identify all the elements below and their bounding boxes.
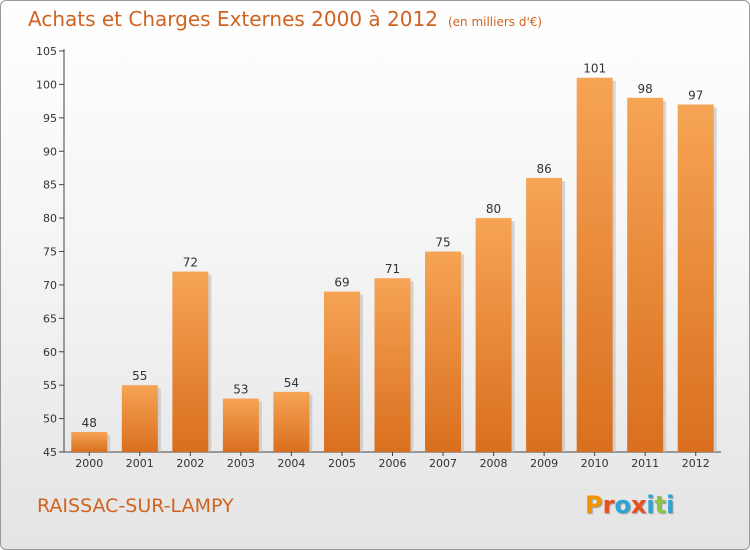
data-label: 69 (334, 276, 349, 290)
logo-letter: t (654, 491, 667, 519)
x-tick-label: 2010 (581, 457, 609, 470)
y-tick-label: 105 (36, 45, 57, 58)
x-tick-label: 2012 (682, 457, 710, 470)
bar-2007[interactable] (425, 251, 462, 453)
data-label: 72 (183, 256, 198, 270)
data-label: 54 (284, 376, 299, 390)
x-tick-label: 2008 (480, 457, 508, 470)
data-label: 71 (385, 262, 400, 276)
x-tick-label: 2006 (379, 457, 407, 470)
commune-name: RAISSAC-SUR-LAMPY (37, 495, 234, 517)
data-label: 101 (583, 62, 606, 76)
x-tick-label: 2011 (631, 457, 659, 470)
data-label: 55 (132, 369, 147, 383)
data-label: 80 (486, 202, 501, 216)
y-tick-label: 60 (43, 346, 57, 359)
logo-letter: P (585, 491, 603, 519)
chart-title-text: Achats et Charges Externes 2000 à 2012 (28, 7, 438, 31)
y-tick-label: 90 (43, 145, 57, 158)
y-tick-label: 100 (36, 78, 57, 91)
y-tick-label: 55 (43, 379, 57, 392)
logo-letter: i (646, 491, 655, 519)
data-label: 86 (536, 162, 551, 176)
logo-letter: i (666, 491, 675, 519)
bar-2011[interactable] (627, 97, 664, 453)
bar-2005[interactable] (323, 291, 360, 452)
bar-2002[interactable] (172, 271, 209, 452)
y-tick-label: 80 (43, 212, 57, 225)
y-tick-label: 50 (43, 413, 57, 426)
bar-2010[interactable] (576, 77, 613, 452)
y-tick-label: 95 (43, 112, 57, 125)
x-tick-label: 2009 (530, 457, 558, 470)
bar-2004[interactable] (273, 391, 310, 452)
bar-2001[interactable] (121, 385, 158, 452)
proxiti-logo[interactable]: Proxiti (585, 491, 674, 519)
data-label: 75 (435, 236, 450, 250)
bar-2000[interactable] (71, 431, 108, 452)
x-tick-label: 2005 (328, 457, 356, 470)
chart-title: Achats et Charges Externes 2000 à 2012 (e… (28, 7, 542, 31)
logo-letter: o (614, 491, 631, 519)
chart-subtitle: (en milliers d'€) (447, 15, 543, 29)
data-label: 53 (233, 383, 248, 397)
y-tick-label: 45 (43, 446, 57, 459)
x-tick-label: 2001 (126, 457, 154, 470)
y-tick-label: 75 (43, 246, 57, 259)
data-label: 98 (638, 82, 653, 96)
bar-2003[interactable] (222, 398, 259, 452)
x-tick-label: 2000 (75, 457, 103, 470)
x-tick-label: 2002 (176, 457, 204, 470)
x-tick-label: 2007 (429, 457, 457, 470)
data-label: 97 (688, 88, 703, 102)
x-tick-label: 2003 (227, 457, 255, 470)
bar-2012[interactable] (677, 104, 714, 452)
bar-2009[interactable] (526, 177, 563, 452)
logo-letter: r (602, 491, 615, 519)
y-tick-label: 65 (43, 312, 57, 325)
bar-2008[interactable] (475, 218, 512, 452)
data-label: 48 (82, 416, 97, 430)
x-tick-label: 2004 (277, 457, 305, 470)
y-tick-label: 85 (43, 179, 57, 192)
logo-letter: x (630, 491, 647, 519)
y-tick-label: 70 (43, 279, 57, 292)
bar-2006[interactable] (374, 278, 411, 452)
